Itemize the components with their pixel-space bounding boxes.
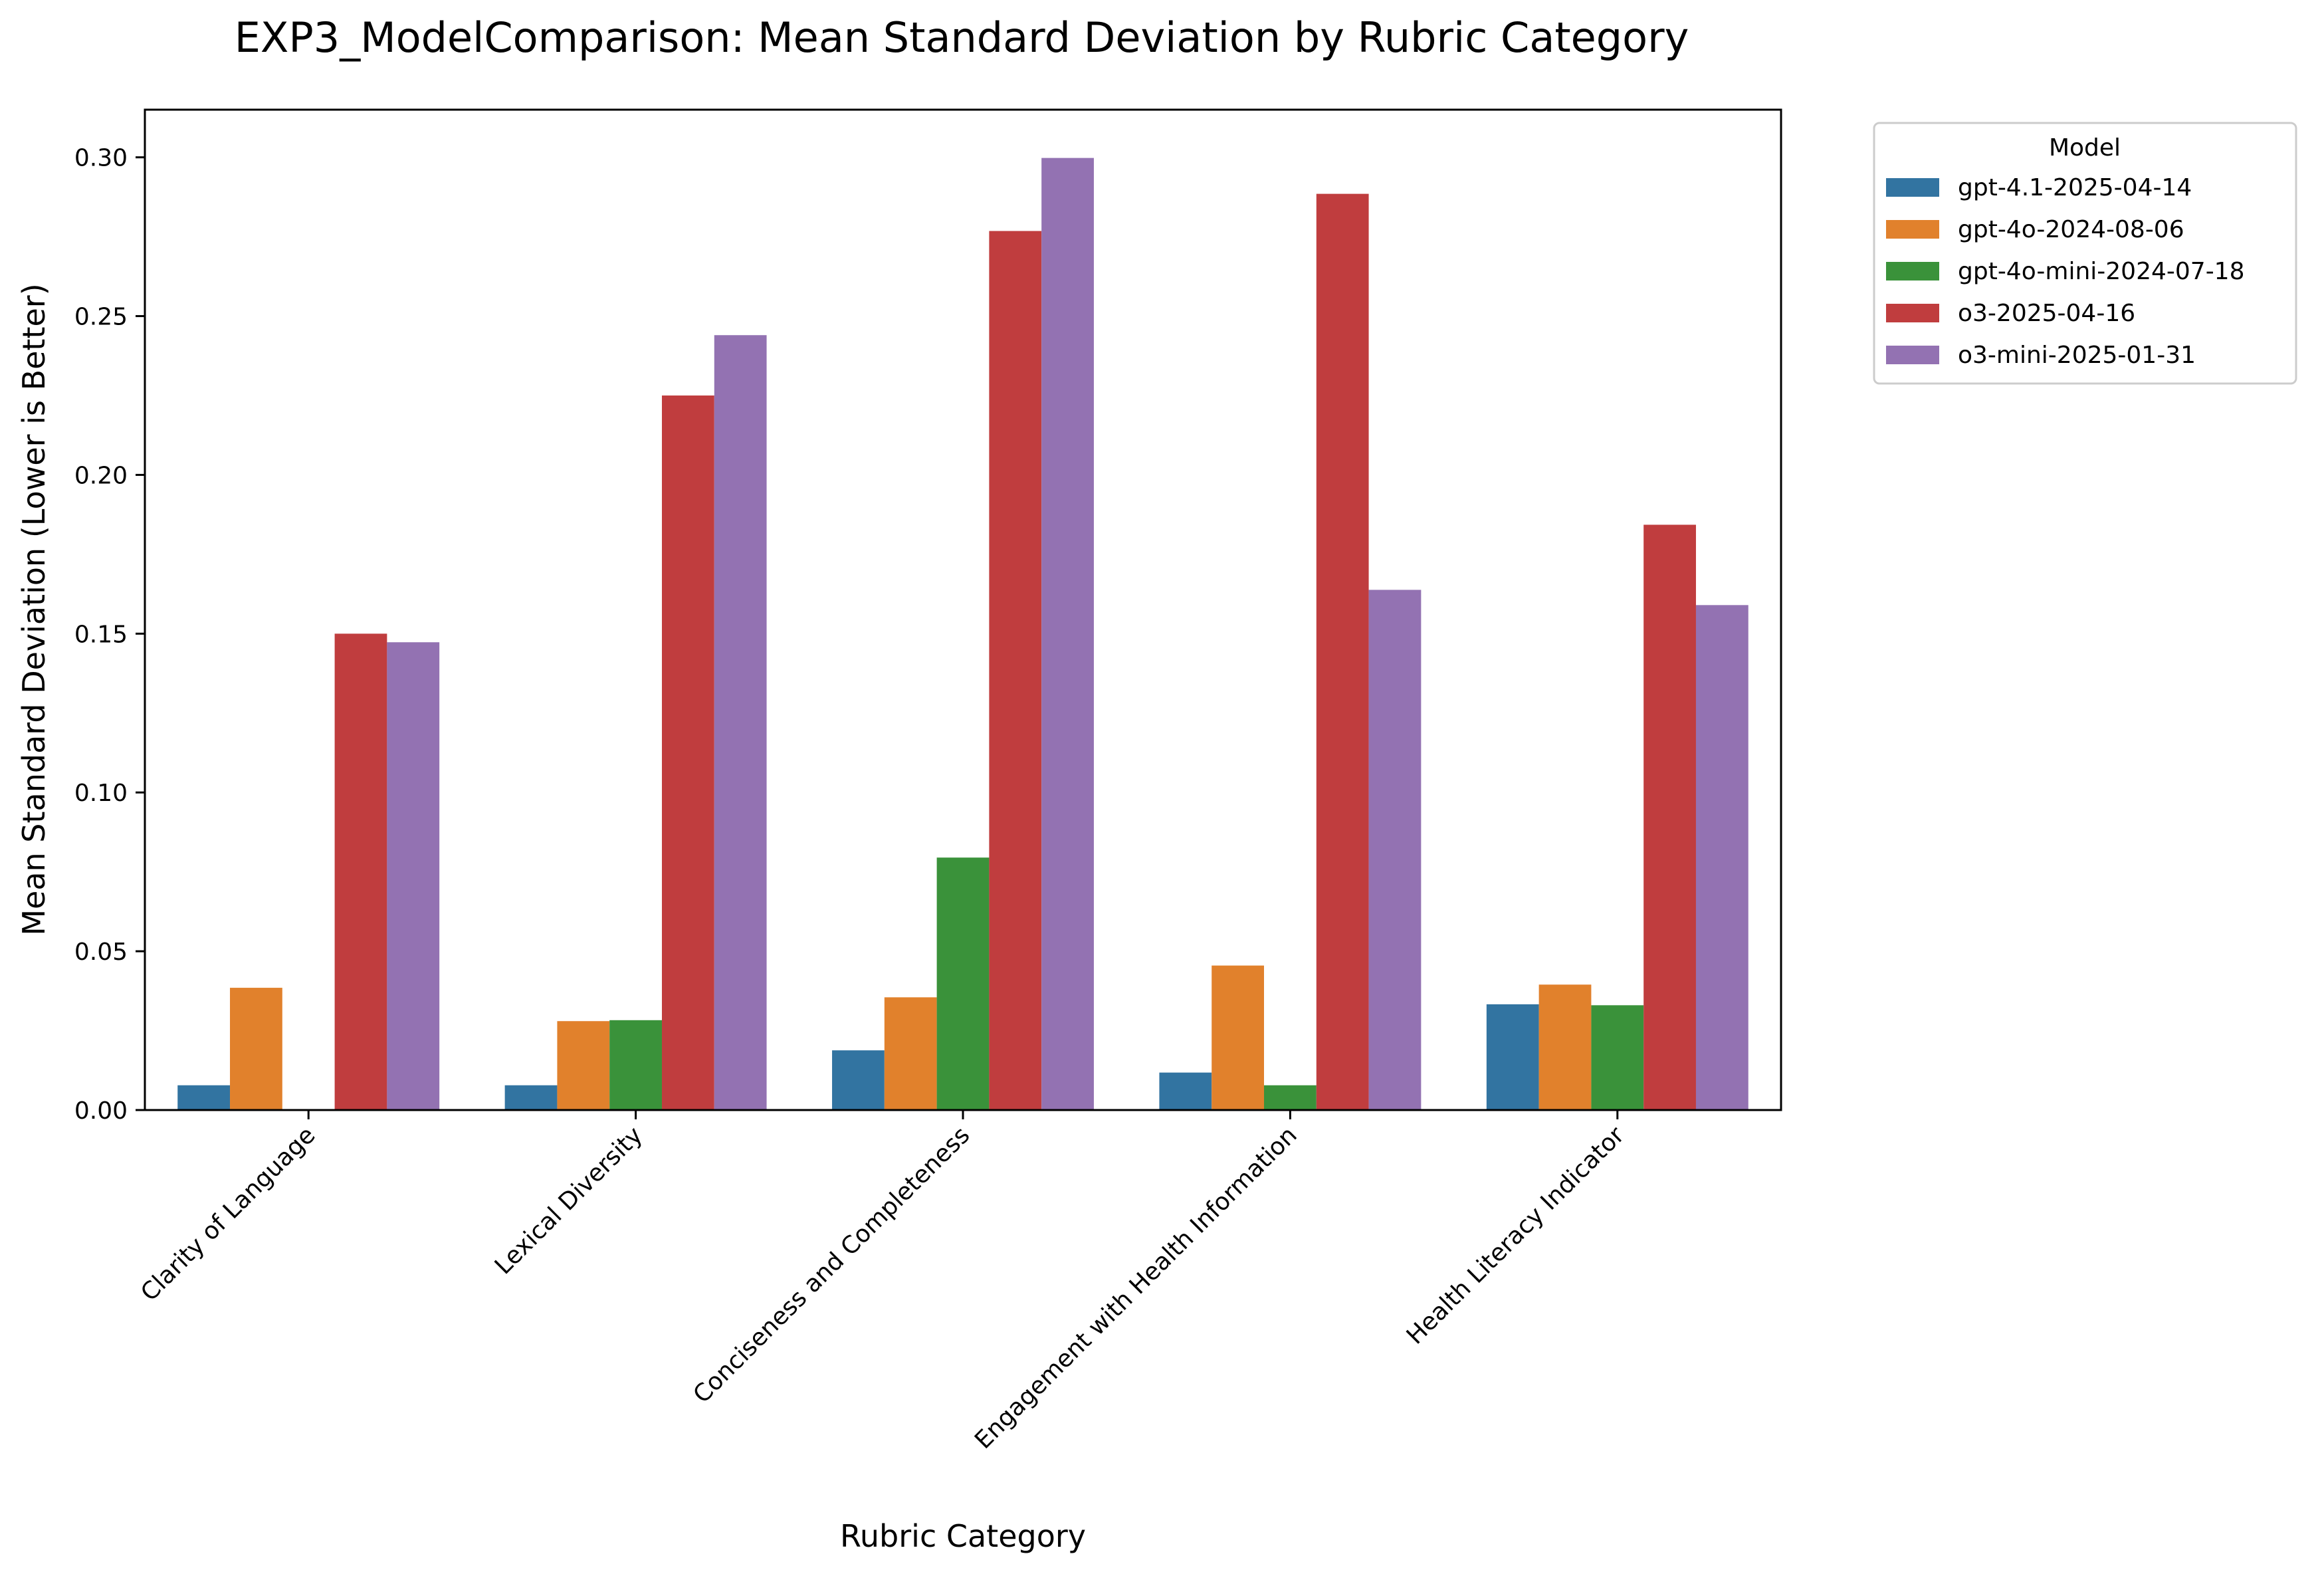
legend-swatch — [1886, 262, 1939, 281]
y-tick-label: 0.20 — [74, 462, 128, 489]
bar — [1159, 1072, 1212, 1110]
legend-label: o3-2025-04-16 — [1958, 300, 2135, 327]
bar — [1264, 1085, 1317, 1110]
y-tick-label: 0.15 — [74, 621, 128, 648]
y-tick-label: 0.00 — [74, 1097, 128, 1125]
bar — [230, 988, 282, 1110]
legend-label: gpt-4.1-2025-04-14 — [1958, 174, 2192, 201]
y-tick-label: 0.05 — [74, 939, 128, 966]
legend-label: gpt-4o-2024-08-06 — [1958, 216, 2184, 243]
bars-layer — [177, 158, 1748, 1111]
legend-title: Model — [2049, 134, 2121, 162]
bar — [1643, 524, 1696, 1110]
bar — [1486, 1004, 1539, 1110]
chart-title: EXP3_ModelComparison: Mean Standard Devi… — [235, 13, 1689, 62]
bar — [661, 395, 714, 1110]
y-tick-label: 0.25 — [74, 304, 128, 331]
bar — [936, 857, 990, 1110]
y-axis: 0.00 0.05 0.10 0.15 0.20 0.25 0.30 — [74, 145, 145, 1125]
legend-swatch — [1886, 220, 1939, 239]
bar — [557, 1021, 610, 1110]
bar — [989, 231, 1042, 1110]
bar — [714, 335, 767, 1111]
bar — [1316, 193, 1369, 1110]
bar — [609, 1020, 662, 1110]
bar — [387, 642, 440, 1110]
legend-items: gpt-4.1-2025-04-14 gpt-4o-2024-08-06 gpt-4… — [1886, 174, 2245, 369]
y-axis-title: Mean Standard Deviation (Lower is Better… — [16, 283, 52, 935]
legend: Model gpt-4.1-2025-04-14 gpt-4o-2024-08-0… — [1873, 122, 2297, 385]
y-tick-label: 0.30 — [74, 145, 128, 172]
bar — [334, 633, 387, 1110]
bar — [1591, 1005, 1644, 1110]
legend-swatch — [1886, 304, 1939, 322]
bar — [1695, 605, 1748, 1110]
bar — [1538, 984, 1592, 1110]
bar — [832, 1050, 885, 1110]
bar — [504, 1085, 558, 1110]
legend-swatch — [1886, 178, 1939, 197]
y-tick-label: 0.10 — [74, 780, 128, 807]
legend-swatch — [1886, 346, 1939, 364]
legend-label: gpt-4o-mini-2024-07-18 — [1958, 258, 2245, 285]
bar — [1368, 590, 1422, 1110]
x-axis-title: Rubric Category — [840, 1518, 1086, 1554]
bar — [1212, 965, 1264, 1110]
bar — [1041, 158, 1094, 1110]
legend-label: o3-mini-2025-01-31 — [1958, 342, 2196, 369]
legend-frame — [1873, 122, 2297, 385]
bar — [884, 997, 937, 1110]
bar — [177, 1085, 231, 1110]
